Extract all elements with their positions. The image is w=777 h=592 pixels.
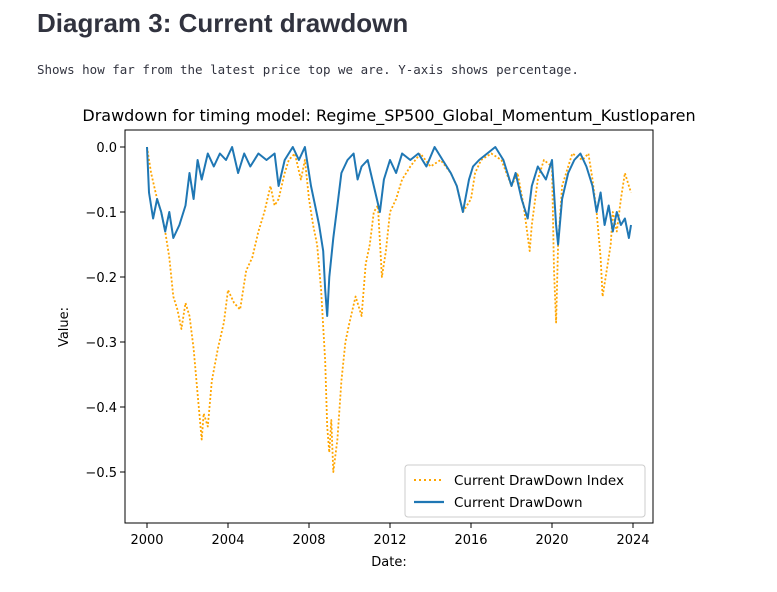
plot-frame [124,129,654,524]
x-tick-label: 2024 [616,533,649,548]
y-tick-label: −0.2 [85,271,117,286]
page-title: Diagram 3: Current drawdown [37,8,409,38]
page-caption: Shows how far from the latest price top … [37,62,579,77]
x-axis: 2000 2004 2008 2012 2016 2020 2024 [130,523,650,548]
x-tick-label: 2008 [292,533,325,548]
legend-label-strategy: Current DrawDown [454,495,583,511]
x-tick-label: 2016 [454,533,487,548]
x-tick-label: 2020 [535,533,568,548]
legend-box [404,464,646,518]
y-axis-title: Value: [57,307,72,347]
x-tick-label: 2012 [373,533,406,548]
y-tick-label: −0.1 [85,206,117,221]
legend: Current DrawDown Index Current DrawDown [404,464,646,518]
plot-area: 2000 2004 2008 2012 2016 2020 2024 0.0 −0.1 −0.2… [85,129,654,548]
y-tick-label: −0.4 [85,401,117,416]
legend-label-index: Current DrawDown Index [454,473,624,489]
x-tick-label: 2000 [130,533,163,548]
x-tick-label: 2004 [211,533,244,548]
series-line-index [146,146,632,473]
chart-title: Drawdown for timing model: Regime_SP500_… [82,106,695,126]
y-tick-label: 0.0 [96,141,117,156]
y-tick-label: −0.3 [85,336,117,351]
x-axis-title: Date: [371,555,406,570]
series-line-strategy [146,146,632,317]
y-axis: 0.0 −0.1 −0.2 −0.3 −0.4 −0.5 [85,141,125,481]
y-tick-label: −0.5 [85,466,117,481]
series-layer [146,146,632,473]
